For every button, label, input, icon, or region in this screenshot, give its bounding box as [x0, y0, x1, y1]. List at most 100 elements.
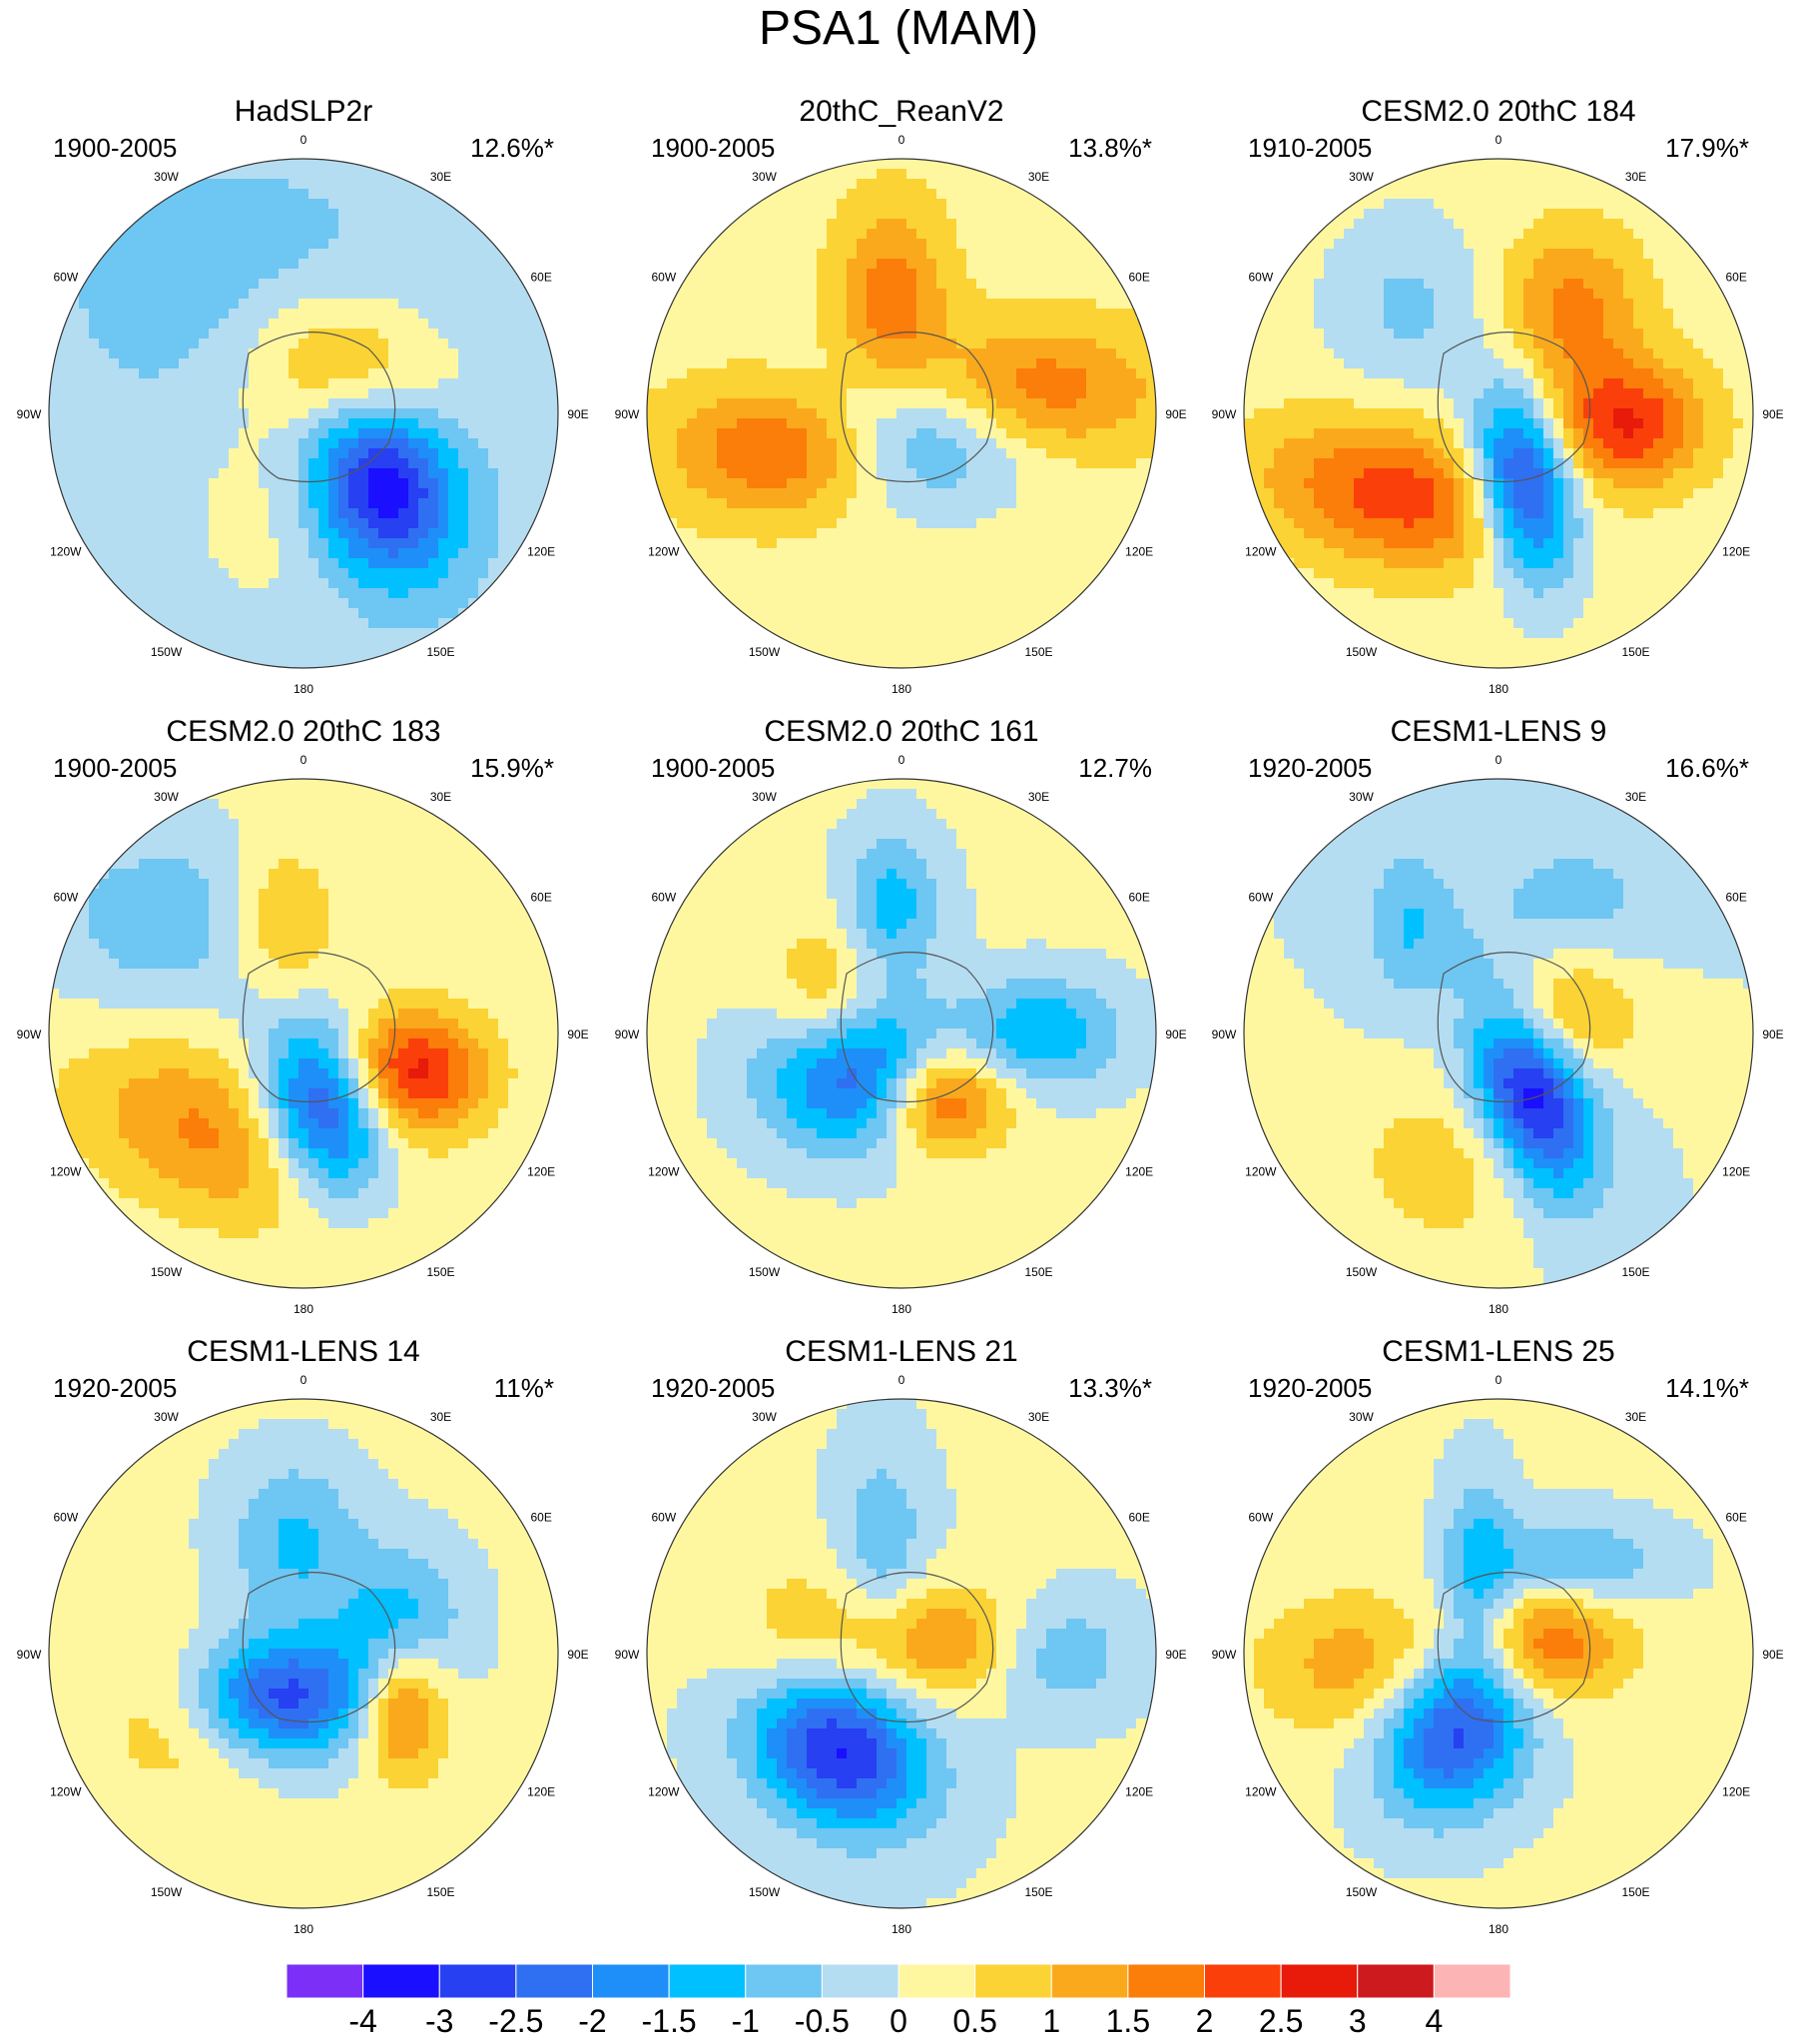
contour-cell: [368, 408, 379, 419]
contour-cell: [857, 378, 868, 389]
contour-cell: [358, 189, 369, 200]
contour-cell: [1106, 478, 1117, 489]
contour-cell: [328, 309, 339, 320]
contour-cell: [378, 159, 389, 170]
contour-cell: [926, 189, 937, 200]
contour-cell: [697, 289, 708, 300]
contour-cell: [139, 548, 150, 559]
contour-cell: [149, 608, 160, 619]
contour-cell: [887, 368, 898, 379]
contour-cell: [159, 378, 170, 389]
contour-cell: [877, 368, 888, 379]
contour-cell: [1116, 608, 1127, 619]
contour-cell: [677, 368, 688, 379]
contour-cell: [827, 558, 838, 569]
contour-cell: [199, 339, 210, 349]
contour-cell: [478, 448, 489, 459]
contour-cell: [468, 548, 479, 559]
contour-cell: [877, 608, 888, 619]
contour-cell: [926, 478, 937, 489]
contour-cell: [99, 628, 110, 639]
contour-cell: [936, 538, 947, 549]
contour-cell: [707, 518, 718, 529]
contour-cell: [966, 329, 977, 340]
contour-cell: [508, 398, 519, 409]
contour-cell: [249, 648, 260, 659]
contour-cell: [69, 398, 80, 409]
contour-cell: [1066, 488, 1077, 499]
contour-cell: [1076, 219, 1087, 230]
contour-cell: [89, 269, 100, 280]
contour-cell: [867, 448, 878, 459]
contour-cell: [757, 249, 768, 260]
contour-cell: [488, 438, 499, 449]
contour-cell: [318, 528, 329, 539]
contour-cell: [418, 588, 429, 599]
contour-cell: [1136, 179, 1147, 190]
contour-cell: [408, 289, 419, 300]
contour-cell: [79, 498, 90, 509]
contour-cell: [837, 169, 848, 180]
contour-cell: [717, 209, 728, 220]
contour-cell: [388, 498, 399, 509]
contour-cell: [498, 568, 509, 579]
contour-cell: [378, 418, 389, 429]
contour-cell: [49, 448, 60, 459]
contour-cell: [458, 628, 469, 639]
contour-cell: [468, 408, 479, 419]
contour-cell: [737, 229, 748, 240]
contour-cell: [647, 388, 658, 399]
contour-cell: [249, 428, 260, 439]
contour-cell: [707, 498, 718, 509]
contour-cell: [488, 598, 499, 609]
contour-cell: [279, 458, 290, 469]
contour-cell: [338, 618, 349, 629]
contour-cell: [418, 658, 429, 668]
contour-cell: [1146, 378, 1156, 389]
contour-cell: [498, 438, 509, 449]
contour-cell: [1056, 538, 1067, 549]
contour-cell: [777, 608, 788, 619]
contour-cell: [328, 418, 339, 429]
contour-cell: [338, 309, 349, 320]
contour-cell: [1056, 348, 1067, 359]
contour-cell: [737, 269, 748, 280]
contour-cell: [59, 388, 70, 399]
contour-cell: [1086, 348, 1097, 359]
contour-cell: [129, 339, 140, 349]
contour-cell: [79, 169, 90, 180]
contour-cell: [129, 249, 140, 260]
contour-cell: [1116, 319, 1127, 330]
contour-cell: [787, 358, 798, 369]
contour-cell: [308, 448, 319, 459]
contour-cell: [1046, 219, 1057, 230]
contour-cell: [1086, 219, 1097, 230]
contour-cell: [498, 239, 509, 250]
contour-cell: [936, 438, 947, 449]
contour-cell: [328, 289, 339, 300]
contour-cell: [667, 468, 678, 479]
contour-cell: [348, 608, 359, 619]
contour-cell: [219, 428, 230, 439]
contour-cell: [1016, 558, 1027, 569]
contour-cell: [348, 448, 359, 459]
contour-cell: [159, 269, 170, 280]
contour-cell: [1076, 528, 1087, 539]
contour-cell: [428, 279, 439, 290]
contour-cell: [1026, 428, 1037, 439]
contour-cell: [1006, 548, 1017, 559]
contour-cell: [867, 558, 878, 569]
contour-cell: [847, 498, 858, 509]
contour-cell: [279, 199, 290, 210]
contour-cell: [976, 438, 987, 449]
contour-cell: [338, 319, 349, 330]
contour-cell: [109, 319, 120, 330]
contour-cell: [109, 259, 120, 270]
contour-cell: [129, 468, 140, 479]
contour-cell: [279, 269, 290, 280]
contour-cell: [996, 598, 1007, 609]
contour-cell: [657, 239, 668, 250]
contour-cell: [797, 339, 808, 349]
contour-cell: [109, 378, 120, 389]
contour-cell: [269, 548, 280, 559]
